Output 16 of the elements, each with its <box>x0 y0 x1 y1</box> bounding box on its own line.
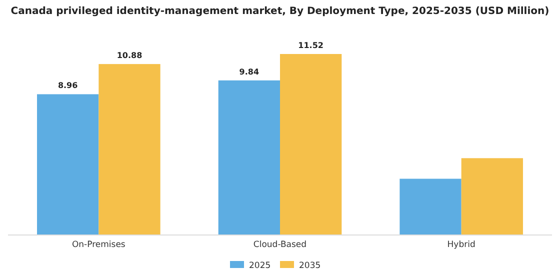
x-tick-label: Cloud-Based <box>253 240 307 250</box>
bar <box>280 54 342 235</box>
data-label: 11.52 <box>298 41 324 50</box>
x-tick-label: On-Premises <box>72 240 126 250</box>
chart-title: Canada privileged identity-management market, By Deployment Type, 2025-2035 (USD Million) <box>10 6 550 17</box>
bar <box>218 80 280 235</box>
bar <box>400 178 462 235</box>
bar <box>37 94 99 235</box>
bar <box>461 158 523 235</box>
data-label: 10.88 <box>116 51 143 60</box>
data-label: 8.96 <box>58 81 78 90</box>
data-label: 9.84 <box>239 67 260 76</box>
legend-label: 2025 <box>249 261 271 271</box>
bar <box>98 64 160 235</box>
x-tick-label: Hybrid <box>447 240 476 250</box>
legend-label: 2035 <box>299 261 321 271</box>
